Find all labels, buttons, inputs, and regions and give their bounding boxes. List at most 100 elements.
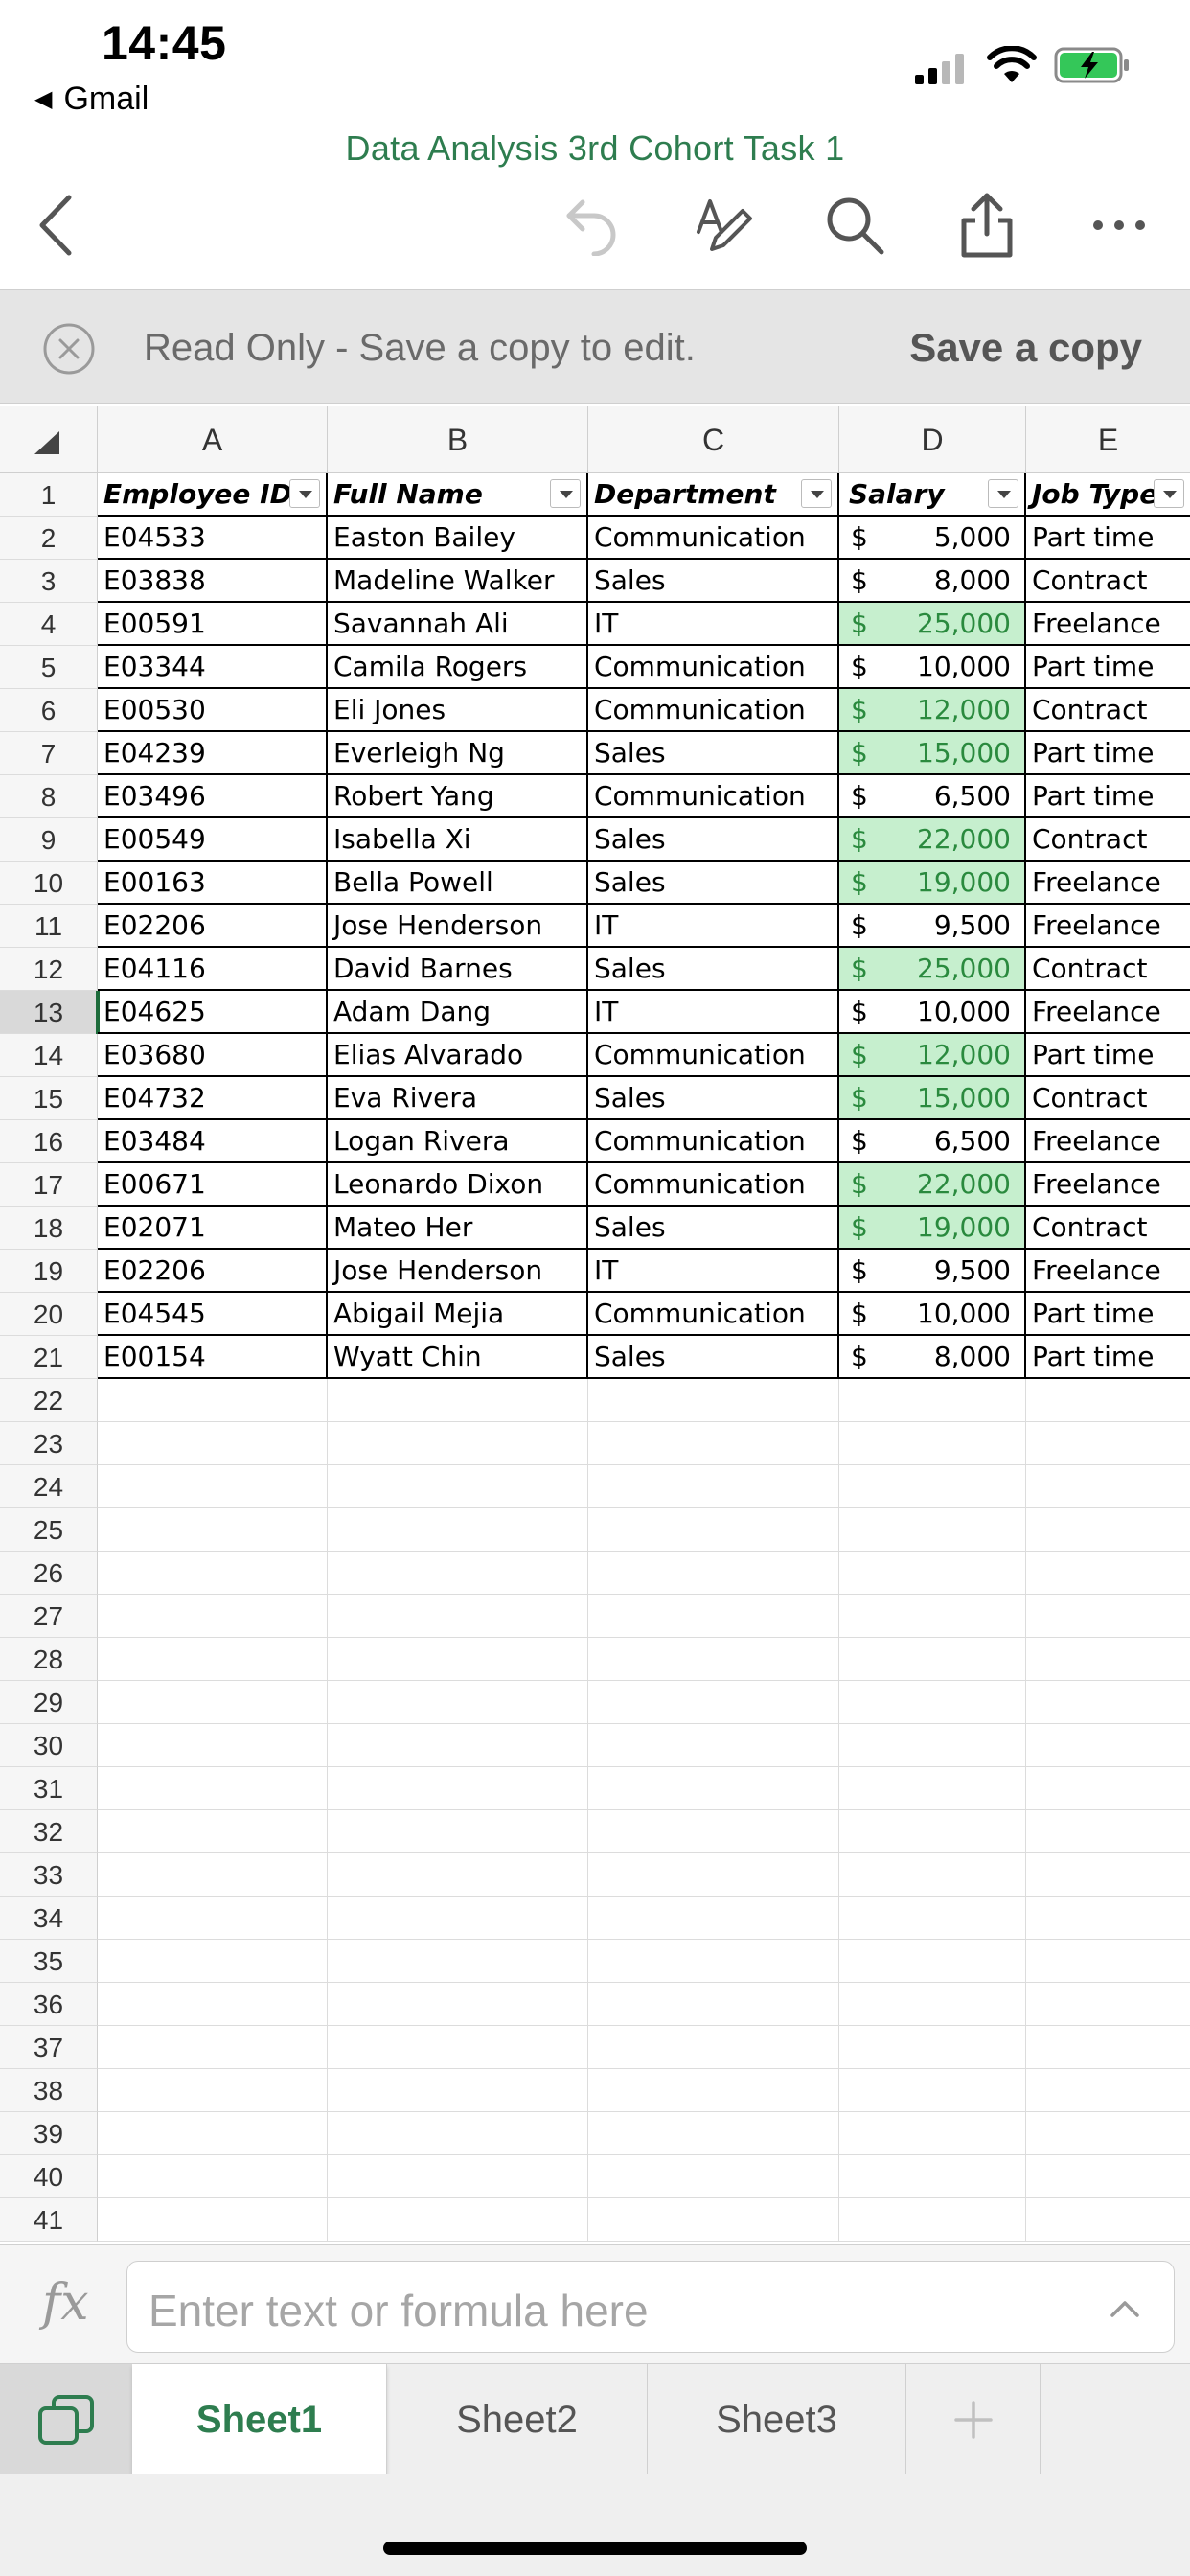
empty-cell[interactable] [1026, 1810, 1190, 1853]
row-number[interactable]: 37 [0, 2026, 98, 2069]
full-name-cell[interactable]: Eva Rivera [328, 1077, 588, 1120]
empty-cell[interactable] [839, 1681, 1026, 1724]
salary-header-cell[interactable]: Salary [839, 473, 1026, 517]
row-number[interactable]: 3 [0, 560, 98, 603]
empty-cell[interactable] [1026, 1422, 1190, 1465]
department-cell[interactable]: Sales [588, 862, 839, 905]
row-number[interactable]: 27 [0, 1595, 98, 1638]
job-type-cell[interactable]: Part time [1026, 1034, 1190, 1077]
empty-cell[interactable] [98, 2112, 328, 2155]
department-cell[interactable]: IT [588, 905, 839, 948]
empty-cell[interactable] [839, 2155, 1026, 2198]
row-number[interactable]: 33 [0, 1853, 98, 1897]
empty-cell[interactable] [328, 2069, 588, 2112]
empty-cell[interactable] [328, 1595, 588, 1638]
employee-id-cell[interactable]: E03484 [98, 1120, 328, 1163]
filter-dropdown-icon[interactable] [988, 479, 1018, 508]
empty-cell[interactable] [1026, 2155, 1190, 2198]
full-name-cell[interactable]: Easton Bailey [328, 517, 588, 560]
job-type-cell[interactable]: Freelance [1026, 603, 1190, 646]
empty-cell[interactable] [839, 2069, 1026, 2112]
row-number[interactable]: 5 [0, 646, 98, 689]
empty-cell[interactable] [98, 1810, 328, 1853]
undo-icon[interactable] [554, 182, 630, 268]
empty-cell[interactable] [1026, 1767, 1190, 1810]
salary-cell[interactable]: $12,000 [839, 1034, 1026, 1077]
full-name-cell[interactable]: Savannah Ali [328, 603, 588, 646]
empty-cell[interactable] [839, 2026, 1026, 2069]
employee-id-cell[interactable]: E03680 [98, 1034, 328, 1077]
row-number[interactable]: 20 [0, 1293, 98, 1336]
job-type-cell[interactable]: Part time [1026, 1336, 1190, 1379]
empty-cell[interactable] [98, 1422, 328, 1465]
employee-id-cell[interactable]: E02071 [98, 1207, 328, 1250]
salary-cell[interactable]: $9,500 [839, 905, 1026, 948]
empty-cell[interactable] [839, 1810, 1026, 1853]
empty-cell[interactable] [328, 2026, 588, 2069]
row-number[interactable]: 32 [0, 1810, 98, 1853]
empty-cell[interactable] [1026, 2198, 1190, 2242]
full-name-cell[interactable]: Leonardo Dixon [328, 1163, 588, 1207]
empty-cell[interactable] [98, 1724, 328, 1767]
column-header-a[interactable]: A [98, 406, 328, 473]
employee-id-cell[interactable]: E00163 [98, 862, 328, 905]
employee-id-cell[interactable]: E04625 [98, 991, 328, 1034]
filter-dropdown-icon[interactable] [550, 479, 581, 508]
full-name-cell[interactable]: Elias Alvarado [328, 1034, 588, 1077]
job-type-cell[interactable]: Contract [1026, 948, 1190, 991]
row-number[interactable]: 10 [0, 862, 98, 905]
empty-cell[interactable] [588, 1422, 839, 1465]
department-cell[interactable]: Communication [588, 1163, 839, 1207]
empty-cell[interactable] [839, 2198, 1026, 2242]
empty-cell[interactable] [328, 1897, 588, 1940]
empty-cell[interactable] [1026, 1595, 1190, 1638]
more-icon[interactable] [1081, 182, 1157, 268]
empty-cell[interactable] [588, 1681, 839, 1724]
search-icon[interactable] [816, 182, 893, 268]
job-type-cell[interactable]: Freelance [1026, 1250, 1190, 1293]
job-type-header-cell[interactable]: Job Type [1026, 473, 1190, 517]
empty-cell[interactable] [588, 1724, 839, 1767]
empty-cell[interactable] [98, 1897, 328, 1940]
row-number[interactable]: 4 [0, 603, 98, 646]
employee-id-cell[interactable]: E00549 [98, 818, 328, 862]
employee-id-cell[interactable]: E03496 [98, 775, 328, 818]
empty-cell[interactable] [98, 1595, 328, 1638]
job-type-cell[interactable]: Part time [1026, 517, 1190, 560]
chevron-up-icon[interactable] [1109, 2292, 1141, 2325]
select-all-corner[interactable] [0, 406, 98, 473]
department-cell[interactable]: Sales [588, 818, 839, 862]
employee-id-cell[interactable]: E00671 [98, 1163, 328, 1207]
column-header-b[interactable]: B [328, 406, 588, 473]
job-type-cell[interactable]: Part time [1026, 732, 1190, 775]
column-header-d[interactable]: D [839, 406, 1026, 473]
full-name-cell[interactable]: Mateo Her [328, 1207, 588, 1250]
job-type-cell[interactable]: Freelance [1026, 862, 1190, 905]
row-number[interactable]: 30 [0, 1724, 98, 1767]
department-cell[interactable]: Sales [588, 948, 839, 991]
row-number[interactable]: 28 [0, 1638, 98, 1681]
column-header-e[interactable]: E [1097, 423, 1119, 457]
empty-cell[interactable] [839, 1983, 1026, 2026]
empty-cell[interactable] [1026, 1552, 1190, 1595]
back-chevron-icon[interactable] [17, 182, 94, 268]
department-cell[interactable]: Communication [588, 1293, 839, 1336]
sheets-overview-button[interactable] [0, 2364, 132, 2475]
empty-cell[interactable] [839, 1724, 1026, 1767]
full-name-cell[interactable]: Jose Henderson [328, 905, 588, 948]
job-type-cell[interactable]: Freelance [1026, 1120, 1190, 1163]
empty-cell[interactable] [588, 1465, 839, 1508]
empty-cell[interactable] [588, 1983, 839, 2026]
employee-id-cell[interactable]: E03344 [98, 646, 328, 689]
full-name-cell[interactable]: Bella Powell [328, 862, 588, 905]
department-cell[interactable]: Sales [588, 1207, 839, 1250]
employee-id-cell[interactable]: E04116 [98, 948, 328, 991]
department-cell[interactable]: Communication [588, 775, 839, 818]
row-number[interactable]: 8 [0, 775, 98, 818]
salary-cell[interactable]: $10,000 [839, 1293, 1026, 1336]
full-name-cell[interactable]: Abigail Mejia [328, 1293, 588, 1336]
department-header-cell[interactable]: Department [588, 473, 839, 517]
empty-cell[interactable] [98, 1853, 328, 1897]
department-cell[interactable]: Communication [588, 517, 839, 560]
job-type-cell[interactable]: Freelance [1026, 991, 1190, 1034]
